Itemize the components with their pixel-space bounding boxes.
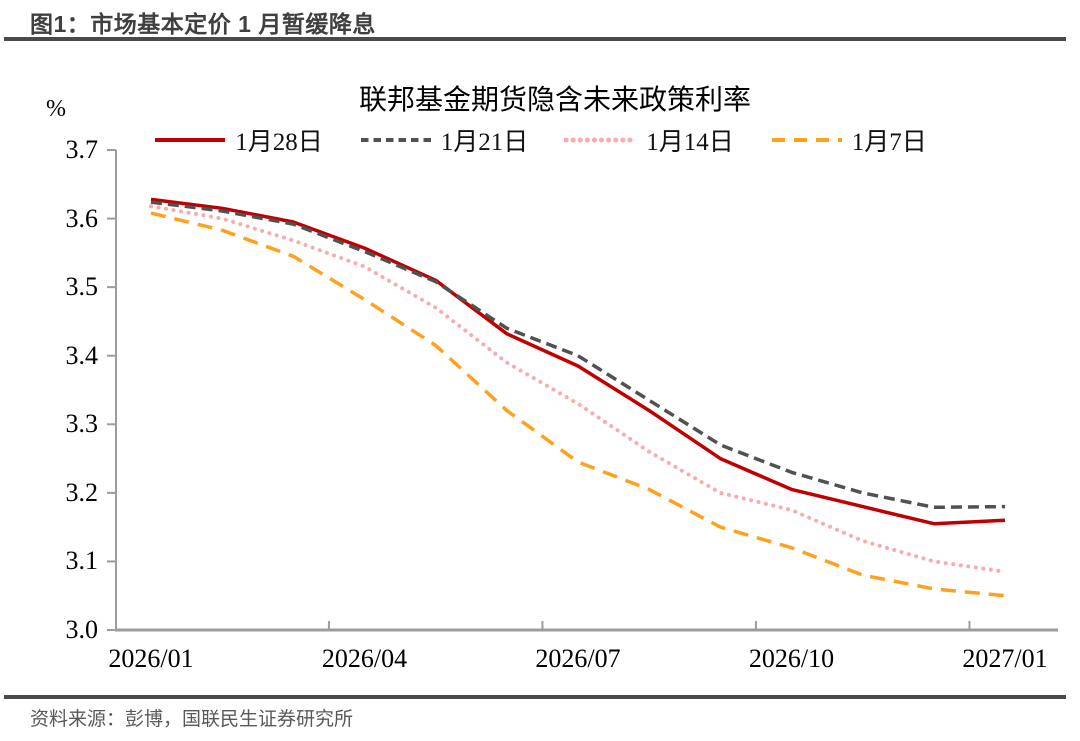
y-tick-label: 3.0 xyxy=(65,615,99,644)
y-tick-label: 3.3 xyxy=(65,409,99,439)
series-line-1月7日 xyxy=(150,211,1006,598)
legend-swatch-icon xyxy=(771,138,842,142)
y-tick-label: 3.5 xyxy=(65,272,99,302)
header-divider xyxy=(4,37,1066,41)
legend-item-label: 1月28日 xyxy=(235,129,323,156)
source-note: 资料来源：彭博，国联民生证券研究所 xyxy=(30,709,354,730)
x-tick-label: 2026/07 xyxy=(535,644,621,673)
series-line-1月21日 xyxy=(150,200,1006,510)
x-tick-label: 2026/01 xyxy=(108,644,194,673)
y-tick-label: 3.1 xyxy=(65,546,99,576)
legend-item: 1月28日 xyxy=(153,122,323,158)
y-tick-label: 3.2 xyxy=(65,477,99,507)
figure-title: 图1：市场基本定价 1 月暂缓降息 xyxy=(30,11,376,37)
series-line-1月14日 xyxy=(149,204,1007,574)
x-tick-label: 2026/10 xyxy=(748,644,835,673)
footer-divider xyxy=(4,695,1066,699)
y-tick-label: 3.4 xyxy=(65,340,99,370)
legend-item-label: 1月14日 xyxy=(646,129,734,156)
x-tick-label: 2026/04 xyxy=(321,644,408,673)
legend-item: 1月14日 xyxy=(564,122,734,158)
y-axis-unit-label: % xyxy=(46,96,66,122)
y-tick-label: 3.6 xyxy=(65,203,99,233)
chart-legend: 1月28日 1月21日 1月14日 1月7日 xyxy=(0,122,1080,158)
y-tick-label: 3.7 xyxy=(65,135,99,164)
legend-item-label: 1月21日 xyxy=(440,129,529,156)
legend-item: 1月21日 xyxy=(359,122,529,158)
legend-item-label: 1月7日 xyxy=(851,129,927,156)
chart-title: 联邦基金期货隐含未来政策利率 xyxy=(358,85,751,116)
legend-swatch-icon xyxy=(564,137,639,143)
legend-swatch-icon xyxy=(155,138,226,142)
legend-item: 1月7日 xyxy=(770,122,927,158)
x-tick-label: 2027/01 xyxy=(962,644,1048,673)
series-line-1月28日 xyxy=(150,197,1006,526)
